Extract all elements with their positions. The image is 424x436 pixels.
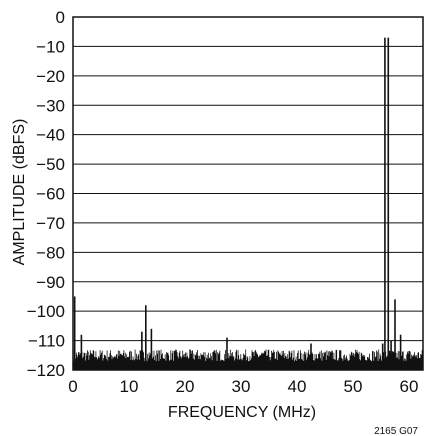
y-tick-label: −110 bbox=[28, 332, 65, 351]
y-tick-labels: 0 −10 −20 −30 −40 −50 −60 −70 −80 −90 −100 −110 −120 bbox=[27, 8, 65, 380]
figure-id: 2165 G07 bbox=[374, 426, 418, 436]
x-tick-label: 60 bbox=[400, 377, 419, 396]
x-tick-labels: 0 10 20 30 40 50 60 bbox=[68, 377, 418, 396]
spectrum-trace bbox=[73, 37, 424, 370]
y-tick-label: −90 bbox=[36, 273, 65, 292]
y-tick-label: 0 bbox=[56, 8, 65, 27]
y-tick-label: −60 bbox=[36, 185, 65, 204]
x-tick-label: 30 bbox=[232, 377, 251, 396]
x-tick-label: 10 bbox=[120, 377, 139, 396]
y-tick-label: −10 bbox=[36, 37, 65, 56]
y-tick-label: −120 bbox=[27, 361, 65, 380]
x-tick-label: 0 bbox=[68, 377, 77, 396]
x-tick-label: 40 bbox=[288, 377, 307, 396]
plot-frame bbox=[72, 16, 424, 371]
y-tick-label: −80 bbox=[36, 243, 65, 262]
grid-lines bbox=[73, 45, 423, 342]
x-axis-label: FREQUENCY (MHz) bbox=[168, 404, 316, 421]
noise-floor bbox=[73, 349, 424, 370]
y-tick-label: −20 bbox=[36, 67, 65, 86]
y-tick-label: −50 bbox=[36, 155, 65, 174]
y-tick-label: −70 bbox=[36, 214, 65, 233]
x-tick-label: 20 bbox=[176, 377, 195, 396]
y-axis-label: AMPLITUDE (dBFS) bbox=[11, 119, 28, 266]
y-tick-label: −100 bbox=[27, 302, 65, 321]
x-tick-label: 50 bbox=[344, 377, 363, 396]
y-tick-label: −40 bbox=[36, 126, 65, 145]
y-tick-label: −30 bbox=[36, 96, 65, 115]
